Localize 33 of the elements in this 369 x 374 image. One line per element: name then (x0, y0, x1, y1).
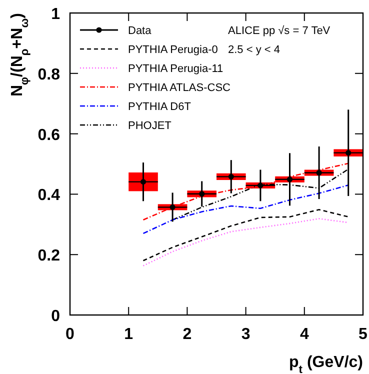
x-tick-label: 5 (358, 326, 368, 343)
y-tick-label: 0.2 (38, 248, 60, 265)
y-tick-label: 0.4 (38, 187, 60, 204)
x-tick-label: 4 (300, 326, 309, 343)
y-tick-label: 0 (51, 308, 60, 325)
legend-label: PYTHIA ATLAS-CSC (128, 82, 231, 94)
line-series (142, 162, 349, 221)
legend-label: PYTHIA D6T (128, 101, 192, 113)
x-tick-label: 3 (241, 326, 250, 343)
point (228, 174, 234, 180)
point (346, 150, 352, 156)
y-tick-label: 0.8 (38, 66, 60, 84)
x-tick-label: 1 (124, 326, 134, 343)
annotation: 2.5 < y < 4 (228, 44, 280, 56)
line-series (142, 218, 349, 266)
x-tick-label: 2 (182, 326, 192, 343)
y-tick-label: 0.6 (38, 126, 60, 144)
legend-label: PYTHIA Perugia-0 (128, 44, 218, 56)
annotation: ALICE pp √s = 7 TeV (228, 25, 331, 37)
line-series (142, 184, 349, 234)
x-tick-label: 0 (66, 326, 75, 343)
point (258, 182, 264, 188)
point (199, 191, 205, 197)
legend-label: Data (128, 25, 152, 37)
legend-label: PYTHIA Perugia-11 (128, 63, 224, 75)
point (170, 204, 176, 210)
point (140, 179, 146, 185)
point (316, 170, 322, 176)
y-tick-label: 1 (51, 6, 60, 23)
x-axis-title: p$_{t}$ (GeV/c) (289, 354, 363, 374)
point (286, 176, 293, 182)
legend-label: PHOJET (128, 120, 172, 132)
line-series (142, 208, 349, 262)
